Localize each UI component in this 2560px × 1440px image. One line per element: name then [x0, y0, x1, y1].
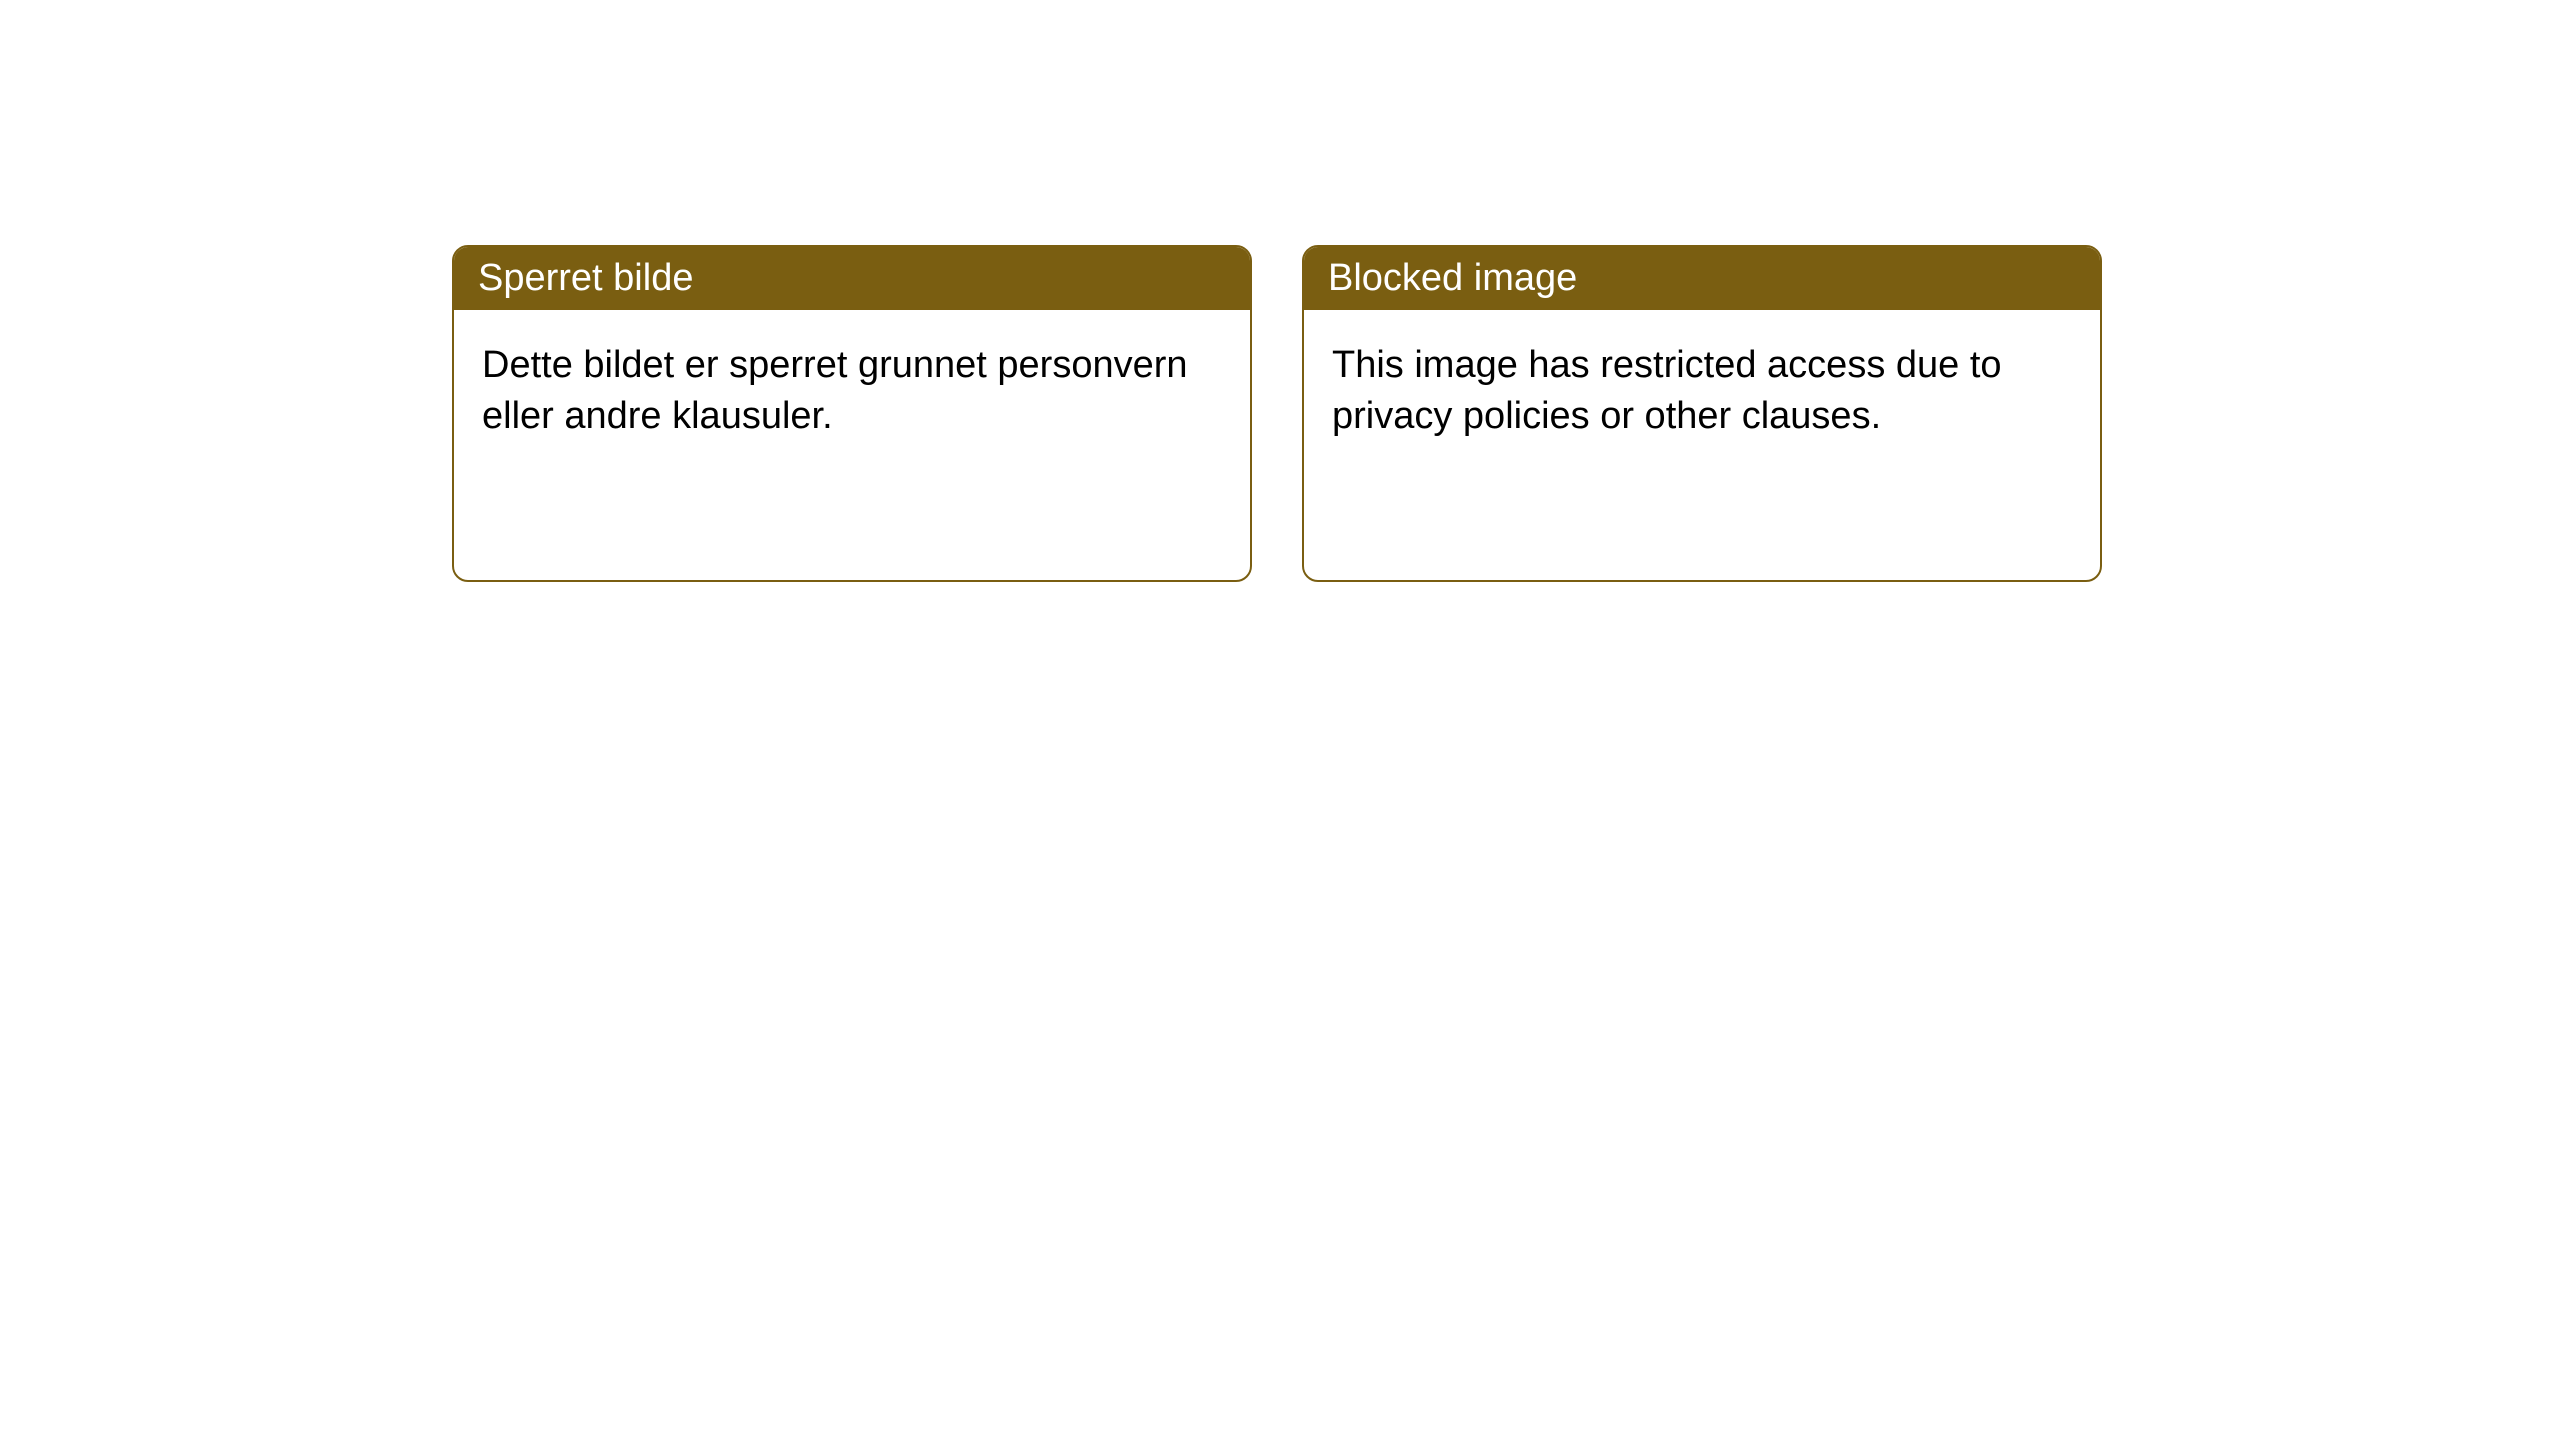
notice-container: Sperret bilde Dette bildet er sperret gr… — [0, 0, 2560, 582]
notice-body: This image has restricted access due to … — [1304, 310, 2100, 580]
notice-body: Dette bildet er sperret grunnet personve… — [454, 310, 1250, 580]
notice-card-english: Blocked image This image has restricted … — [1302, 245, 2102, 582]
notice-header: Blocked image — [1304, 247, 2100, 310]
notice-header: Sperret bilde — [454, 247, 1250, 310]
notice-card-norwegian: Sperret bilde Dette bildet er sperret gr… — [452, 245, 1252, 582]
